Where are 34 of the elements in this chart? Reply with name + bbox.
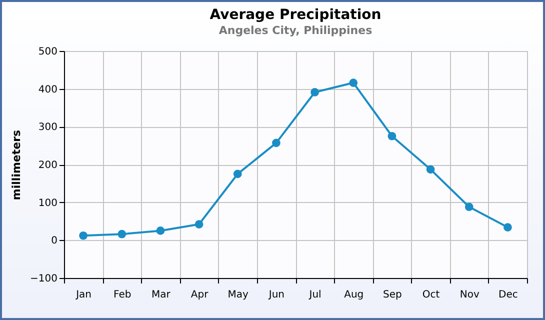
x-tick-label: Jul bbox=[308, 290, 322, 300]
y-tick-label: 200 bbox=[38, 160, 58, 171]
y-axis-title: millimeters bbox=[10, 129, 24, 200]
point bbox=[504, 223, 512, 232]
y-tick-label: 0 bbox=[51, 236, 58, 247]
chart-title: Average Precipitation bbox=[210, 7, 382, 23]
x-tick-label: Jan bbox=[75, 290, 92, 300]
point bbox=[310, 88, 319, 96]
x-tick-label: Dec bbox=[498, 290, 518, 300]
y-tick-label: 100 bbox=[38, 198, 58, 209]
point bbox=[464, 202, 474, 212]
x-tick-label: Apr bbox=[190, 290, 210, 300]
x-tick-label: Nov bbox=[460, 290, 480, 300]
point bbox=[118, 230, 126, 238]
point bbox=[156, 226, 165, 235]
x-tick-label: Oct bbox=[422, 290, 440, 300]
y-tick-label: 300 bbox=[38, 122, 58, 134]
x-tick-label: Sep bbox=[383, 290, 402, 300]
point bbox=[194, 220, 204, 228]
chart-subtitle: Angeles City, Philippines bbox=[218, 24, 373, 37]
point bbox=[79, 231, 88, 240]
point bbox=[349, 78, 358, 87]
x-tick-label: Jun bbox=[268, 290, 285, 300]
point bbox=[426, 165, 435, 174]
point bbox=[233, 170, 242, 178]
y-tick-label: −100 bbox=[30, 274, 58, 284]
x-tick-label: May bbox=[228, 290, 249, 300]
y-tick-label: 400 bbox=[38, 84, 58, 96]
point bbox=[388, 132, 396, 140]
point bbox=[272, 138, 280, 148]
x-tick-label: Aug bbox=[344, 290, 364, 300]
y-tick-label: 500 bbox=[38, 46, 58, 58]
x-tick-label: Mar bbox=[152, 290, 172, 300]
x-tick-label: Feb bbox=[114, 290, 132, 300]
